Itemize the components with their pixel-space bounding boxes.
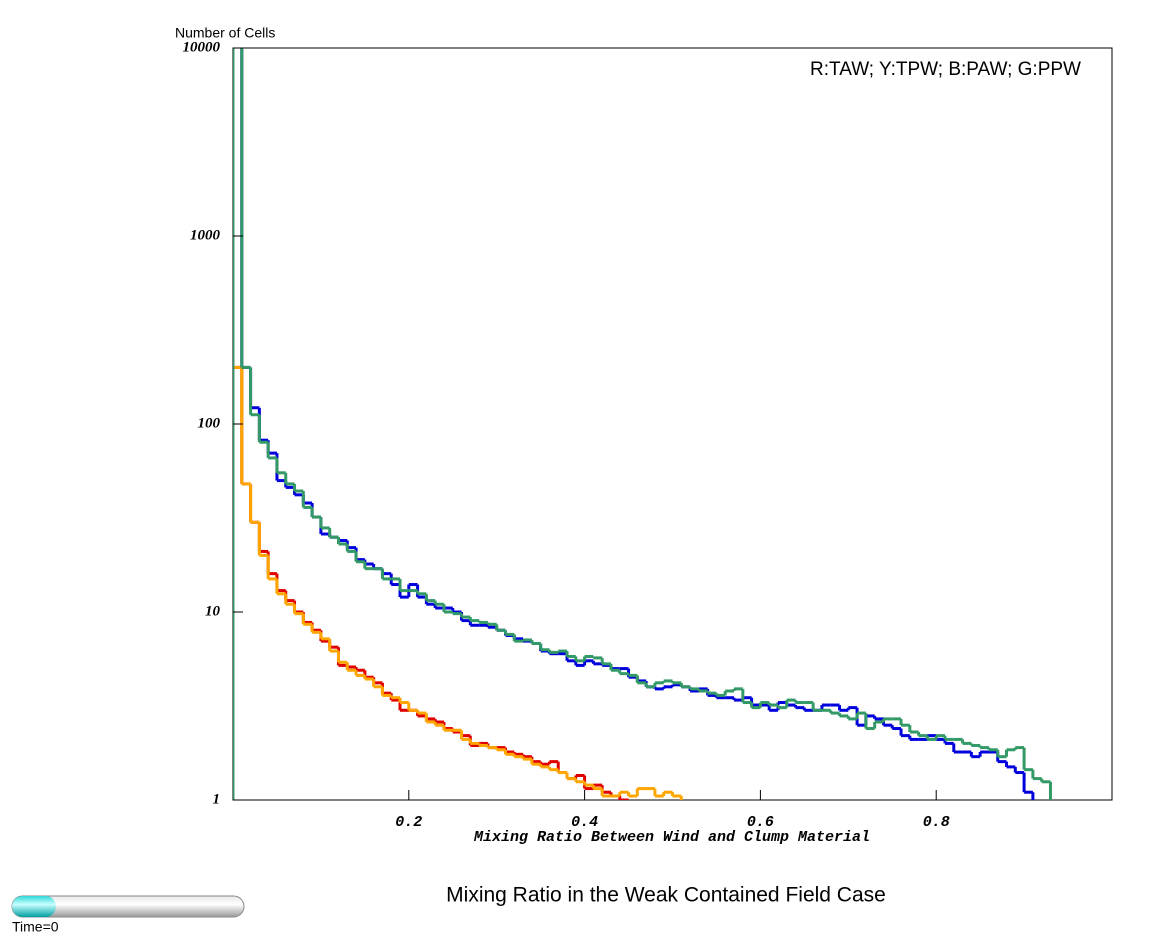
y-tick-label: 100 [198,415,221,431]
x-axis-label: Mixing Ratio Between Wind and Clump Mate… [473,829,870,846]
x-tick-label: 0.8 [923,814,950,831]
y-tick-label: 10 [205,603,221,619]
x-tick-label: 0.2 [395,814,422,831]
y-axis-label: Number of Cells [175,25,275,41]
x-tick-label: 0.6 [747,814,774,831]
plot-area [233,48,1052,800]
y-tick-label: 1000 [190,227,221,243]
time-slider-fill [12,896,56,917]
y-tick-label: 10000 [183,39,221,55]
time-label: Time=0 [12,919,59,935]
y-tick-label: 1 [213,791,221,807]
chart-title: Mixing Ratio in the Weak Contained Field… [446,884,886,907]
x-tick-label: 0.4 [571,814,598,831]
annotation: R:TAW; Y:TPW; B:PAW; G:PPW [810,59,1081,80]
